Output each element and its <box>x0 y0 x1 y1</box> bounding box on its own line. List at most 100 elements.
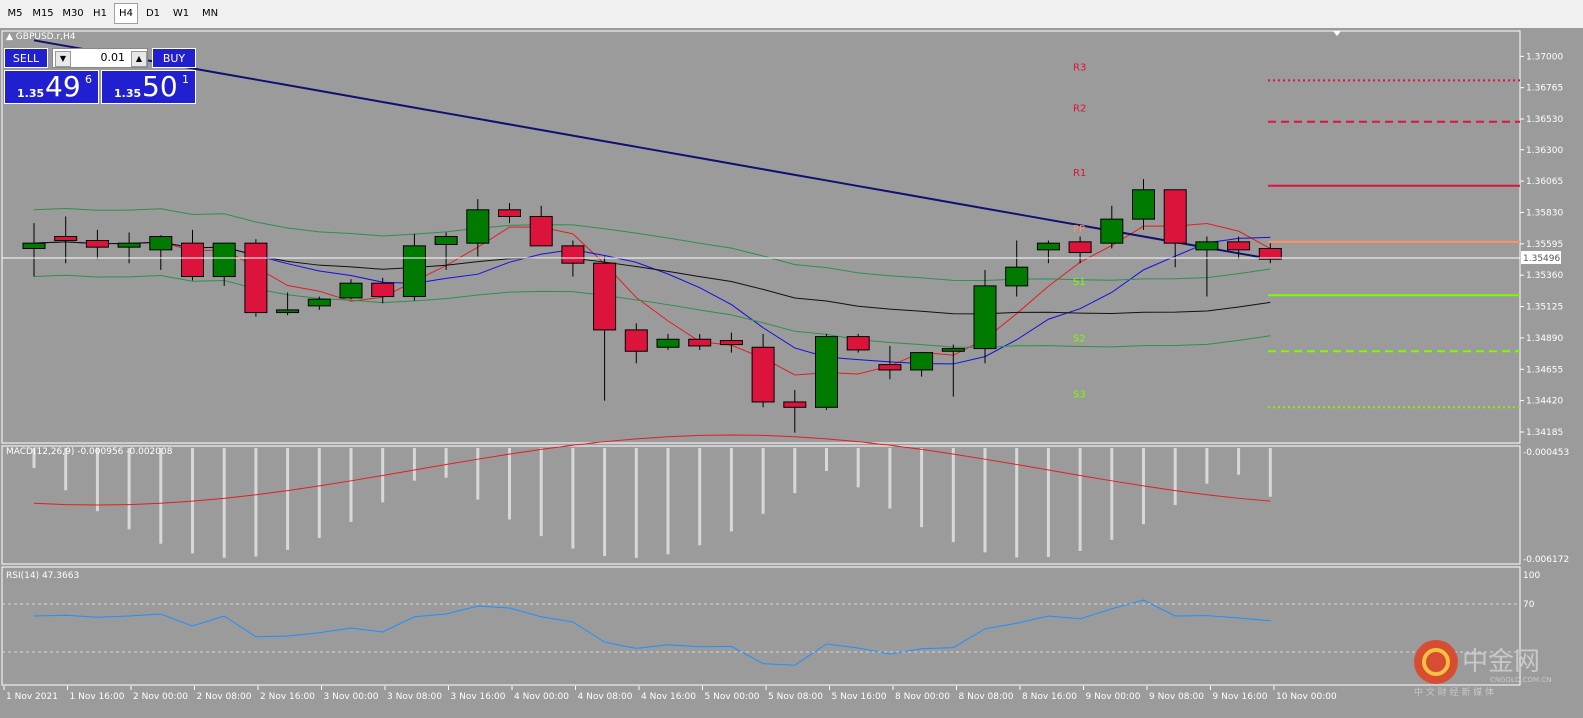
price-tick-label: 1.34420 <box>1526 397 1563 407</box>
candle[interactable] <box>688 333 712 350</box>
candle-body-bear <box>878 364 902 371</box>
candle[interactable] <box>1227 236 1251 260</box>
candle-body-bull <box>402 245 426 298</box>
tf-mn-button[interactable]: MN <box>201 8 219 19</box>
candle[interactable] <box>434 232 458 270</box>
candle[interactable] <box>339 279 363 300</box>
candle[interactable] <box>1005 240 1029 297</box>
price-tick-label: 1.36530 <box>1526 115 1563 125</box>
ema-red-line <box>33 222 1271 376</box>
candle[interactable] <box>244 239 268 317</box>
tf-m5-button[interactable]: M5 <box>7 8 23 19</box>
time-tick-label: 9 Nov 16:00 <box>1213 692 1268 702</box>
candle[interactable] <box>1068 236 1092 264</box>
candle[interactable] <box>783 389 807 433</box>
candle[interactable] <box>593 256 617 401</box>
time-tick-label: 3 Nov 08:00 <box>387 692 442 702</box>
candle[interactable] <box>402 233 426 301</box>
candle-body-bull <box>815 336 838 408</box>
chart-symbol: ▲ GBPUSD.r,H4 <box>6 32 76 42</box>
time-tick-label: 4 Nov 08:00 <box>578 692 633 702</box>
tf-m30-button[interactable]: M30 <box>62 8 84 19</box>
tf-m15-button[interactable]: M15 <box>32 8 54 19</box>
candle[interactable] <box>371 277 395 304</box>
time-tick-label: 9 Nov 00:00 <box>1086 692 1141 702</box>
candle-body-bull <box>656 338 680 348</box>
lot-size-field[interactable]: ▼ 0.01 ▲ <box>52 48 148 68</box>
price-tick-label: 1.37000 <box>1526 52 1563 62</box>
tf-d1-button[interactable]: D1 <box>145 8 161 19</box>
candle-body-bear <box>783 401 807 408</box>
tf-h1-button[interactable]: H1 <box>93 8 107 19</box>
buy-button[interactable]: BUY <box>152 48 196 68</box>
time-tick-label: 2 Nov 16:00 <box>260 692 315 702</box>
candle-body-bear <box>846 336 870 351</box>
candle[interactable] <box>1036 240 1060 264</box>
candle[interactable] <box>656 333 680 350</box>
candle[interactable] <box>22 223 46 277</box>
chart-shift-marker[interactable] <box>1333 31 1341 36</box>
time-tick-label: 2 Nov 00:00 <box>133 692 188 702</box>
lot-size-value: 0.01 <box>100 51 126 64</box>
candle-body-bear <box>1068 241 1092 254</box>
candle-body-bear <box>529 215 553 247</box>
candle[interactable] <box>529 205 553 247</box>
time-tick-label: 4 Nov 16:00 <box>641 692 696 702</box>
sell-price-box[interactable]: 1.35 49 6 <box>4 70 99 104</box>
candle[interactable] <box>276 292 300 316</box>
candle[interactable] <box>117 232 141 264</box>
macd-bottom-label: -0.006172 <box>1523 555 1569 565</box>
candle[interactable] <box>149 235 173 270</box>
candle-body-bull <box>466 209 490 244</box>
time-tick-label: 4 Nov 00:00 <box>514 692 569 702</box>
macd-label: MACD(12,26,9) -0.000956 -0.002008 <box>6 447 173 457</box>
price-tick-label: 1.35125 <box>1526 303 1563 313</box>
candle[interactable] <box>1258 243 1282 264</box>
tf-w1-button[interactable]: W1 <box>172 8 190 19</box>
price-tick-label: 1.34185 <box>1526 428 1563 438</box>
candle[interactable] <box>307 296 331 310</box>
candle[interactable] <box>815 333 838 410</box>
candle[interactable] <box>54 216 78 264</box>
candle[interactable] <box>846 333 870 353</box>
candle[interactable] <box>212 242 236 286</box>
candle[interactable] <box>878 345 902 380</box>
chart-area[interactable]: R3 R2 R1 PP S1 S2 S3 1.37000 1.36765 1.36530 1.36… <box>0 28 1583 718</box>
candle[interactable] <box>561 240 585 277</box>
sell-button[interactable]: SELL <box>4 48 48 68</box>
candle[interactable] <box>466 199 490 257</box>
candle[interactable] <box>751 333 775 408</box>
bollinger-upper-line <box>33 207 1271 282</box>
watermark-tagline: 中 文 财 经 新 媒 体 <box>1414 686 1494 698</box>
candle-body-bull <box>307 298 331 307</box>
candle[interactable] <box>941 344 965 397</box>
candle[interactable] <box>498 203 521 224</box>
candle-body-bull <box>910 352 934 371</box>
candle[interactable] <box>910 352 934 377</box>
pivot-label-r1: R1 <box>1073 168 1086 179</box>
time-tick-label: 8 Nov 16:00 <box>1022 692 1077 702</box>
candle[interactable] <box>719 332 743 353</box>
candle[interactable] <box>1132 179 1155 230</box>
candle[interactable] <box>1100 205 1124 249</box>
candle[interactable] <box>181 229 204 281</box>
candle[interactable] <box>973 269 997 364</box>
candle-body-bear <box>624 329 648 352</box>
watermark-logo: 中金网 CNGOLD.COM.CN 中 文 财 经 新 媒 体 <box>1410 638 1570 698</box>
buy-price-box[interactable]: 1.35 50 1 <box>101 70 196 104</box>
candle-body-bull <box>434 235 458 246</box>
tf-h4-button[interactable]: H4 <box>114 3 138 24</box>
candle[interactable] <box>85 229 109 260</box>
candle[interactable] <box>624 323 648 364</box>
candle-body-bull <box>22 242 46 250</box>
candle[interactable] <box>1195 236 1219 297</box>
pivot-label-r2: R2 <box>1073 104 1086 115</box>
lot-up-icon[interactable]: ▲ <box>131 51 147 67</box>
candle[interactable] <box>1163 189 1187 268</box>
current-price-label: 1.35496 <box>1523 254 1560 264</box>
candle-body-bear <box>498 209 521 217</box>
time-tick-label: 3 Nov 16:00 <box>451 692 506 702</box>
macd-panel-frame <box>1 445 1521 565</box>
lot-down-icon[interactable]: ▼ <box>55 51 71 67</box>
candle-body-bull <box>1195 241 1219 251</box>
